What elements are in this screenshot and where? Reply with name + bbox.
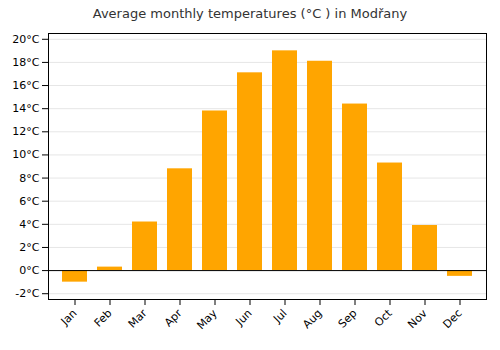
svg-text:16°C: 16°C [12,79,39,92]
svg-text:20°C: 20°C [12,33,39,46]
svg-text:18°C: 18°C [12,56,39,69]
svg-text:Feb: Feb [92,307,115,330]
svg-text:Oct: Oct [372,306,395,329]
svg-text:Mar: Mar [126,306,150,330]
svg-text:14°C: 14°C [12,102,39,115]
svg-text:4°C: 4°C [19,218,39,231]
svg-text:Jun: Jun [233,307,255,329]
svg-text:8°C: 8°C [19,172,39,185]
html-text:Average monthly temperatures (: Average monthly temperatures (°C ) in Mo… [92,6,408,21]
svg-text:6°C: 6°C [19,195,39,208]
svg-text:Jan: Jan [58,307,80,329]
svg-text:2°C: 2°C [19,241,39,254]
svg-text:12°C: 12°C [12,125,39,138]
svg-text:Dec: Dec [440,307,464,331]
svg-text:0°C: 0°C [19,264,39,277]
svg-text:Nov: Nov [405,306,430,331]
svg-text:May: May [194,306,220,332]
svg-text:Sep: Sep [336,307,360,331]
svg-text:Aug: Aug [300,307,324,331]
svg-text:10°C: 10°C [12,148,39,161]
svg-text:Apr: Apr [162,306,185,329]
svg-text:-2°C: -2°C [15,287,39,300]
svg-text:Jul: Jul [270,307,289,326]
